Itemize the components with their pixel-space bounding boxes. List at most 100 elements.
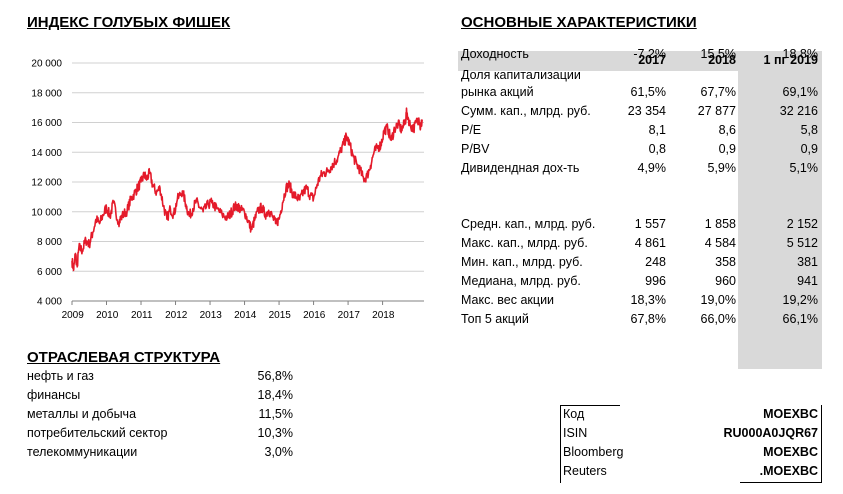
y-tick-label: 18 000 [31,88,62,99]
row-label: рынка акций [461,85,534,99]
x-tick-label: 2017 [338,310,361,321]
code-value: .MOEXBC [759,464,818,478]
characteristics-row: P/BV 0,8 0,9 0,9 [458,142,822,160]
sector-structure-table: нефть и газ 56,8% финансы 18,4% металлы и до… [27,369,293,464]
ticker-codes-table: Код MOEXBC ISIN RU000A0JQR67 Bloomberg MOEXBC… [560,405,822,483]
x-tick-label: 2016 [303,310,326,321]
x-tick-label: 2010 [96,310,119,321]
row-value: 1 858 [704,217,736,231]
code-key: Bloomberg [563,445,624,459]
row-value: 18,3% [630,293,666,307]
y-tick-label: 14 000 [31,148,62,159]
col-header-2018: 2018 [708,53,736,67]
row-label: Сумм. кап., млрд. руб. [461,104,591,118]
x-tick-label: 2009 [62,310,85,321]
col-header-1h2019: 1 пг 2019 [763,53,818,67]
row-value: 4 584 [704,236,736,250]
row-label: Макс. вес акции [461,293,555,307]
characteristics-row: Макс. кап., млрд. руб. 4 861 4 584 5 512 [458,236,822,254]
row-value: 32 216 [779,104,818,118]
row-value: 5,9% [707,161,737,175]
code-row: Bloomberg MOEXBC [560,443,822,462]
code-key: Код [563,407,585,421]
col-header-2017: 2017 [638,53,666,67]
row-value: 18,8% [782,47,818,61]
y-tick-label: 12 000 [31,178,62,189]
row-label: Дивидендная дох-ть [461,161,580,175]
y-tick-label: 6 000 [37,267,62,278]
index-chart-title: ИНДЕКС ГОЛУБЫХ ФИШЕК [27,14,231,31]
characteristics-table: 2017 2018 1 пг 2019 Доходность -7,2% 15,5%… [458,47,822,369]
row-value: 941 [797,274,818,288]
y-tick-label: 16 000 [31,118,62,129]
codes-bottom-border [740,482,822,483]
header-band [458,51,822,71]
sector-name: металлы и добыча [27,407,137,421]
row-value: 358 [715,255,736,269]
row-value: 27 877 [697,104,736,118]
row-value: 4,9% [637,161,667,175]
x-tick-label: 2011 [131,310,153,321]
sector-row: потребительский сектор 10,3% [27,426,293,445]
characteristics-row: Топ 5 акций 67,8% 66,0% 66,1% [458,312,822,330]
row-value: 19,0% [700,293,736,307]
row-value: 960 [715,274,736,288]
row-value: 4 861 [634,236,666,250]
sector-name: потребительский сектор [27,426,168,440]
row-value: 67,7% [700,85,736,99]
row-value: 69,1% [782,85,818,99]
characteristics-row: Мин. кап., млрд. руб. 248 358 381 [458,255,822,273]
row-label: Топ 5 акций [461,312,529,326]
sector-share: 56,8% [257,369,293,383]
codes-top-border [560,405,620,406]
sector-row: металлы и добыча 11,5% [27,407,293,426]
sector-name: телекоммуникации [27,445,138,459]
row-value: 248 [645,255,666,269]
row-value: 5 512 [786,236,818,250]
characteristics-row: Средн. кап., млрд. руб. 1 557 1 858 2 152 [458,217,822,235]
characteristics-row: Макс. вес акции 18,3% 19,0% 19,2% [458,293,822,311]
x-tick-label: 2018 [372,310,395,321]
row-label: Макс. кап., млрд. руб. [461,236,588,250]
highlight-column-band [738,71,822,369]
sector-structure-title: ОТРАСЛЕВАЯ СТРУКТУРА [27,349,221,366]
sector-name: финансы [27,388,81,402]
characteristics-title: ОСНОВНЫЕ ХАРАКТЕРИСТИКИ [461,14,697,31]
sector-share: 3,0% [264,445,294,459]
sector-row: финансы 18,4% [27,388,293,407]
row-value: 67,8% [630,312,666,326]
row-value: 66,0% [700,312,736,326]
y-tick-label: 8 000 [37,237,62,248]
index-series-line [71,107,424,272]
code-value: RU000A0JQR67 [723,426,819,440]
row-label: P/E [461,123,482,137]
row-label: P/BV [461,142,490,156]
row-value: 1 557 [634,217,666,231]
index-chart-svg: 20 000 18 000 16 000 14 000 12 000 10 000 8 00… [31,59,424,321]
sector-share: 11,5% [258,407,293,421]
y-tick-label: 10 000 [31,207,62,218]
code-key: ISIN [563,426,588,440]
code-value: MOEXBC [763,407,818,421]
characteristics-row: Дивидендная дох-ть 4,9% 5,9% 5,1% [458,161,822,179]
characteristics-row: P/E 8,1 8,6 5,8 [458,123,822,141]
row-value: 61,5% [630,85,666,99]
code-row: Код MOEXBC [560,405,822,424]
row-label: Медиана, млрд. руб. [461,274,581,288]
row-label: Мин. кап., млрд. руб. [461,255,583,269]
sector-share: 10,3% [257,426,293,440]
row-value: 0,8 [648,142,666,156]
index-line-chart: 20 000 18 000 16 000 14 000 12 000 10 000 8 00… [0,55,440,325]
x-tick-label: 2013 [200,310,223,321]
row-value: 381 [797,255,818,269]
codes-right-border [821,405,822,483]
characteristics-row: Сумм. кап., млрд. руб. 23 354 27 877 32 216 [458,104,822,122]
y-tick-label: 4 000 [37,297,62,308]
row-value: 8,1 [648,123,666,137]
row-value: 23 354 [627,104,666,118]
sector-row: нефть и газ 56,8% [27,369,293,388]
row-value: 5,8 [800,123,818,137]
code-value: MOEXBC [763,445,818,459]
x-tick-label: 2012 [165,310,188,321]
characteristics-row: Медиана, млрд. руб. 996 960 941 [458,274,822,292]
